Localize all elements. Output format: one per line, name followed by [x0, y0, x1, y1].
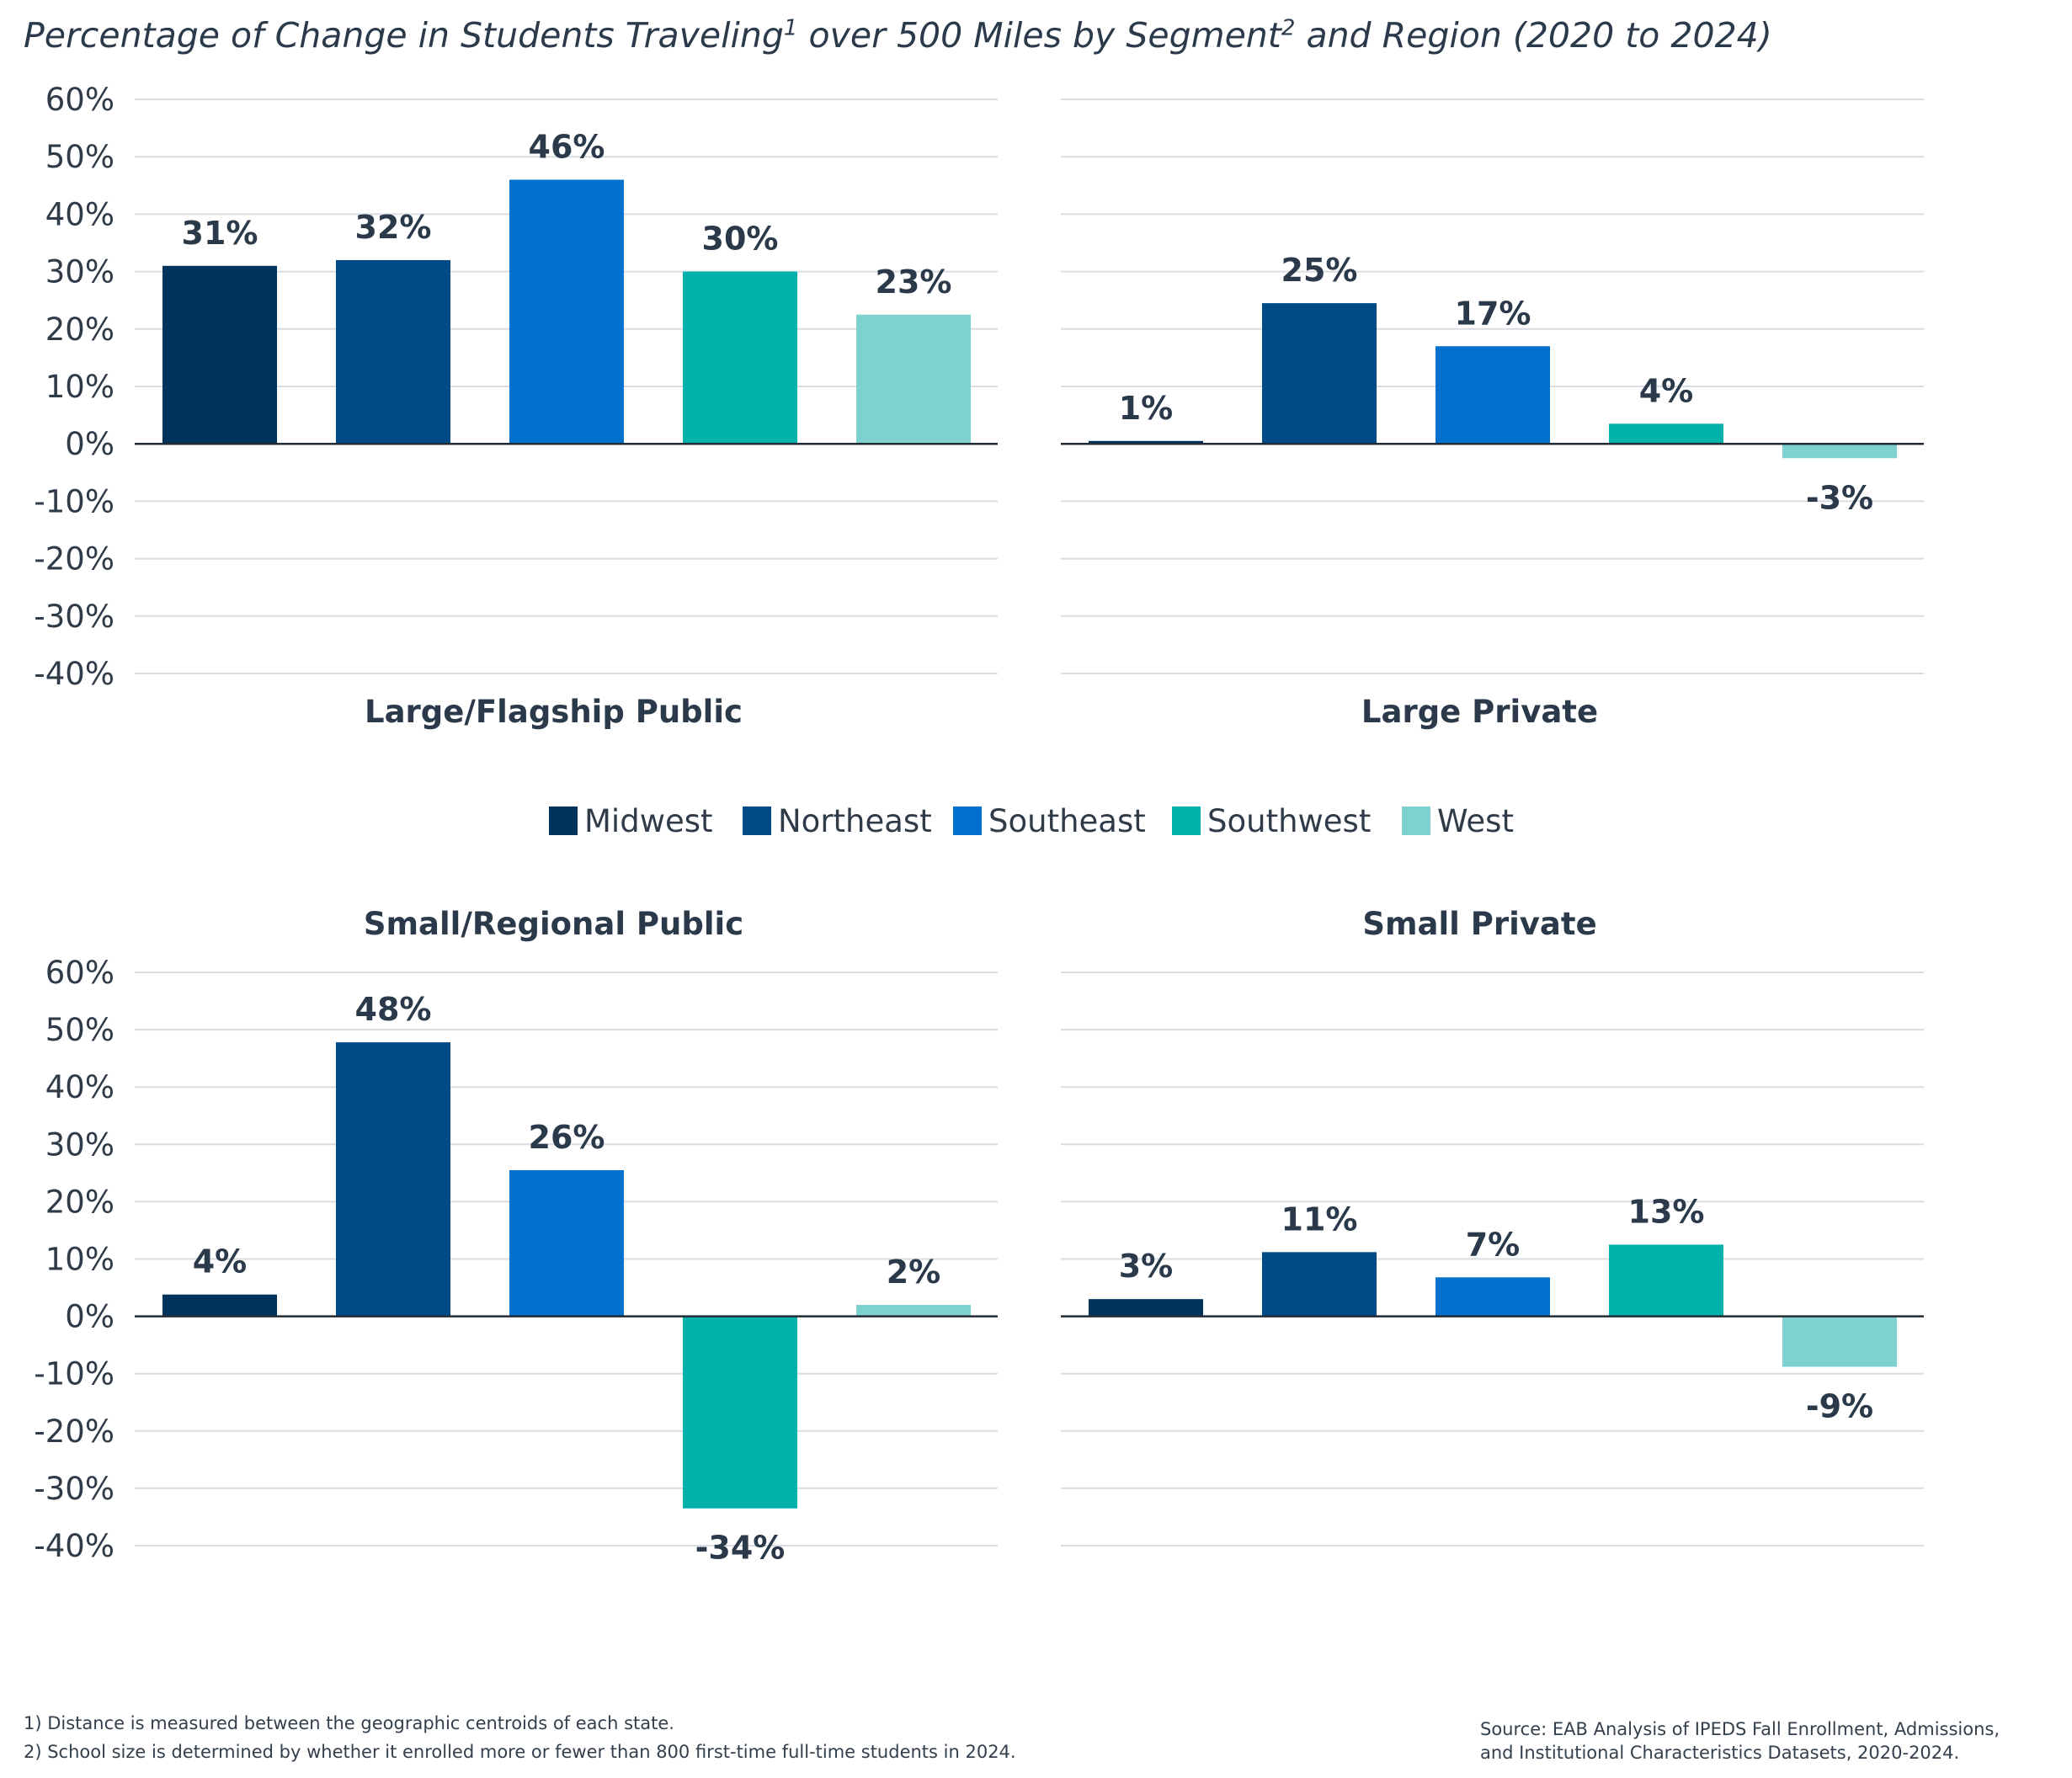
data-label: -3%: [1806, 479, 1873, 516]
y-tick-label: 50%: [45, 139, 115, 175]
chart-title: Percentage of Change in Students Traveli…: [24, 15, 1772, 56]
y-tick-label: 30%: [45, 254, 115, 290]
y-tick-label: 20%: [45, 1184, 115, 1220]
legend-label-midwest: Midwest: [584, 803, 713, 839]
bar-west: [856, 1304, 971, 1317]
legend-swatch-midwest: [549, 806, 578, 835]
y-tick-label: 40%: [45, 196, 115, 232]
bar-southwest: [683, 271, 797, 444]
y-tick-label: 50%: [45, 1012, 115, 1048]
footnote-2: 2) School size is determined by whether …: [24, 1742, 1016, 1762]
data-label: 13%: [1628, 1193, 1705, 1230]
footnote-1: 1) Distance is measured between the geog…: [24, 1713, 674, 1733]
data-label: 11%: [1281, 1200, 1358, 1238]
bar-northeast: [1262, 1252, 1377, 1317]
bar-southwest: [1609, 423, 1723, 444]
y-tick-label: -30%: [34, 1471, 115, 1507]
data-label: 25%: [1281, 252, 1358, 289]
y-tick-label: -30%: [34, 599, 115, 635]
data-label: 46%: [529, 128, 605, 165]
bar-midwest: [162, 265, 277, 444]
bar-northeast: [1262, 303, 1377, 444]
data-label: 7%: [1466, 1226, 1521, 1263]
data-label: 1%: [1119, 390, 1174, 427]
legend-swatch-southeast: [953, 806, 982, 835]
data-label: -9%: [1806, 1388, 1873, 1425]
bar-midwest: [1089, 440, 1203, 444]
data-label: 30%: [702, 221, 779, 258]
y-tick-label: -40%: [34, 656, 115, 692]
bar-west: [1782, 444, 1897, 459]
legend-swatch-west: [1402, 806, 1430, 835]
data-label: 23%: [876, 264, 952, 301]
data-label: 4%: [193, 1243, 248, 1280]
bar-southwest: [1609, 1244, 1723, 1317]
legend-label-southeast: Southeast: [988, 803, 1146, 839]
data-label: 17%: [1455, 295, 1531, 332]
bar-northeast: [336, 1042, 450, 1317]
panel-title: Small Private: [1362, 906, 1596, 942]
data-label: 32%: [355, 209, 432, 246]
data-label: 3%: [1119, 1248, 1174, 1285]
y-tick-label: -10%: [34, 483, 115, 519]
legend-label-southwest: Southwest: [1207, 803, 1371, 839]
y-tick-label: 60%: [45, 955, 115, 991]
data-label: 2%: [887, 1254, 941, 1291]
source-line-1: Source: EAB Analysis of IPEDS Fall Enrol…: [1480, 1719, 2000, 1739]
bar-southeast: [509, 179, 624, 444]
legend-swatch-southwest: [1172, 806, 1201, 835]
y-tick-label: 20%: [45, 311, 115, 348]
bar-midwest: [1089, 1299, 1203, 1317]
bar-southeast: [1435, 1277, 1550, 1317]
y-tick-label: -20%: [34, 541, 115, 578]
bar-west: [1782, 1316, 1897, 1367]
y-tick-label: 10%: [45, 1242, 115, 1278]
bar-midwest: [162, 1294, 277, 1317]
bar-southeast: [509, 1169, 624, 1317]
data-label: 48%: [355, 991, 432, 1028]
data-label: 31%: [182, 215, 258, 252]
panel-title: Large/Flagship Public: [365, 694, 743, 730]
data-label: 4%: [1639, 372, 1694, 409]
y-tick-label: 30%: [45, 1126, 115, 1163]
y-tick-label: -40%: [34, 1528, 115, 1564]
legend-label-northeast: Northeast: [778, 803, 932, 839]
panel-title: Small/Regional Public: [364, 906, 743, 942]
bar-southwest: [683, 1316, 797, 1509]
y-tick-label: 40%: [45, 1069, 115, 1105]
bar-southeast: [1435, 346, 1550, 444]
data-label: 26%: [529, 1119, 605, 1156]
legend-swatch-northeast: [743, 806, 771, 835]
source-line-2: and Institutional Characteristics Datase…: [1480, 1743, 1960, 1763]
bar-west: [856, 314, 971, 444]
y-tick-label: -10%: [34, 1356, 115, 1392]
y-tick-label: 0%: [65, 1299, 115, 1335]
bar-northeast: [336, 259, 450, 444]
y-tick-label: 10%: [45, 369, 115, 405]
legend-label-west: West: [1437, 803, 1514, 839]
y-tick-label: 60%: [45, 82, 115, 118]
panel-title: Large Private: [1361, 694, 1598, 730]
data-label: -34%: [695, 1530, 786, 1567]
y-tick-label: 0%: [65, 426, 115, 462]
y-tick-label: -20%: [34, 1413, 115, 1450]
